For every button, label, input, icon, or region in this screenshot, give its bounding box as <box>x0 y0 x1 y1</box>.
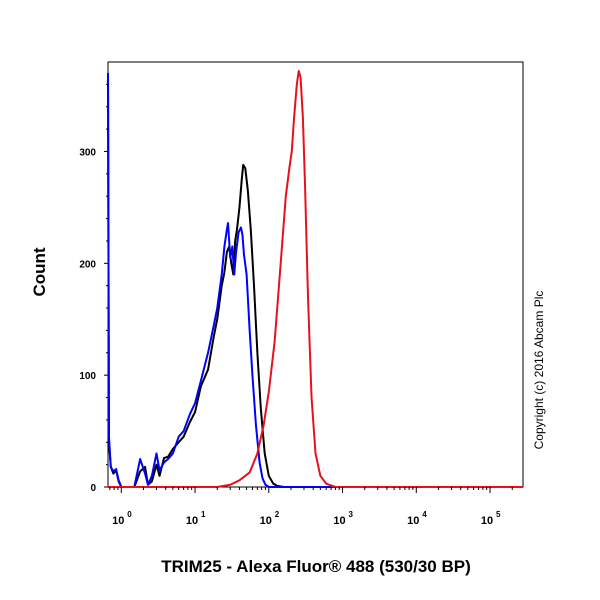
series-line-1 <box>107 73 523 488</box>
y-tick-label: 300 <box>79 147 96 158</box>
copyright-notice: Copyright (c) 2016 Abcam Plc <box>532 291 546 450</box>
x-tick-exponent: 2 <box>275 510 280 519</box>
x-tick-exponent: 3 <box>349 510 354 519</box>
x-tick-label: 10 <box>260 515 272 527</box>
y-tick-label: 100 <box>79 371 96 382</box>
x-tick-label: 10 <box>407 515 419 527</box>
x-tick-label: 10 <box>333 515 345 527</box>
series-line-3 <box>108 69 523 488</box>
x-tick-exponent: 5 <box>496 510 501 519</box>
x-tick-label: 10 <box>112 515 124 527</box>
x-tick-exponent: 4 <box>422 510 427 519</box>
y-tick-label: 200 <box>79 259 96 270</box>
y-axis-label: Count <box>30 247 49 296</box>
series-layer <box>107 69 523 488</box>
y-tick-label: 0 <box>90 483 96 494</box>
series-line-2 <box>107 73 523 488</box>
x-tick-label: 10 <box>186 515 198 527</box>
x-tick-exponent: 1 <box>201 510 206 519</box>
x-tick-exponent: 0 <box>127 510 132 519</box>
x-tick-label: 10 <box>481 515 493 527</box>
y-axis-ticks: 0 100 200 300 <box>79 83 108 494</box>
plot-frame <box>107 61 524 488</box>
x-axis-label: TRIM25 - Alexa Fluor® 488 (530/30 BP) <box>161 557 471 576</box>
